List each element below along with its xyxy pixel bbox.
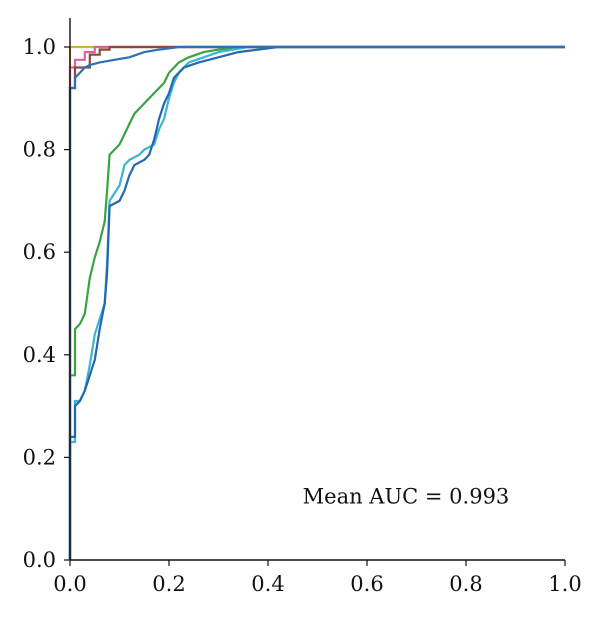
roc-series-4-line (68, 45, 565, 560)
x-tick-label: 0.8 (449, 572, 482, 596)
y-tick-label: 0.0 (23, 548, 56, 572)
x-tick-label: 0.4 (251, 572, 284, 596)
ticks-layer: 0.0 0.2 0.4 0.6 0.8 1.0 0.0 0.2 0.4 0.6 0.8 1.0 (23, 35, 582, 596)
series-layer (68, 45, 565, 560)
x-tick-label: 0.2 (152, 572, 185, 596)
y-tick-label: 0.2 (23, 445, 56, 469)
roc-series-2-line (68, 45, 565, 560)
y-tick-label: 0.4 (23, 343, 56, 367)
axes-layer (69, 18, 565, 561)
x-tick-label: 1.0 (548, 572, 581, 596)
roc-series-6-line (68, 45, 565, 560)
x-tick-label: 0.0 (53, 572, 86, 596)
roc-series-3-line (68, 45, 565, 560)
y-tick-label: 0.8 (23, 138, 56, 162)
roc-series-5-line (68, 45, 565, 560)
roc-series-7-line (68, 45, 565, 560)
roc-series-1-line (68, 45, 565, 560)
y-tick-label: 1.0 (23, 35, 56, 59)
mean-auc-annotation: Mean AUC = 0.993 (303, 485, 510, 509)
y-tick-label: 0.6 (23, 240, 56, 264)
x-tick-label: 0.6 (350, 572, 383, 596)
